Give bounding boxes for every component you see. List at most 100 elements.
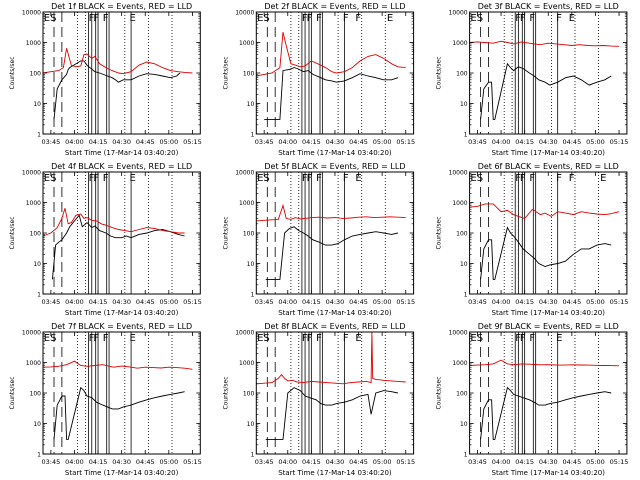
annotation-label: E (355, 333, 361, 344)
annotation-label: F (520, 173, 526, 184)
chart-panel-7: Det 7f BLACK = Events, RED = LLD Counts/s… (9, 322, 202, 477)
annotation-label: F (343, 333, 349, 344)
y-axis-label: Counts/sec (222, 56, 229, 89)
y-tick-label: 1 (37, 292, 41, 299)
series-line-lld (42, 208, 185, 237)
x-axis-label: Start Time (17-Mar-14 03:40:20) (278, 309, 392, 317)
y-tick-label: 1 (37, 452, 41, 459)
x-tick-label: 04:45 (562, 458, 581, 466)
x-tick-label: 04:45 (562, 298, 581, 306)
x-tick-label: 04:15 (302, 298, 321, 306)
x-tick-label: 05:00 (586, 458, 605, 466)
series-line-lld (42, 360, 193, 370)
x-tick-label: 05:00 (373, 298, 392, 306)
x-tick-label: 04:30 (112, 298, 131, 306)
plot-frame (255, 11, 415, 135)
x-tick-label: 04:15 (515, 138, 534, 146)
annotation-label: E (387, 13, 393, 24)
annotation-label: F (556, 13, 562, 24)
annotation-label: E (569, 13, 575, 24)
annotation-label: F (93, 173, 99, 184)
x-tick-label: 04:15 (89, 298, 108, 306)
annotation-label: ES (44, 173, 57, 184)
x-tick-label: 04:00 (278, 458, 297, 466)
annotation-label: F (89, 333, 95, 344)
y-tick-label: 1 (464, 452, 468, 459)
x-tick-label: 04:30 (539, 138, 558, 146)
series-line-events (265, 387, 398, 440)
chart-panel-3: Det 3f BLACK = Events, RED = LLD Counts/s… (436, 2, 629, 157)
series-line-events (265, 226, 398, 280)
plot-frame (42, 171, 201, 295)
x-axis-label: Start Time (17-Mar-14 03:40:20) (492, 469, 606, 477)
chart-panel-4: Det 4f BLACK = Events, RED = LLD Counts/s… (9, 162, 202, 317)
x-tick-label: 05:15 (610, 138, 629, 146)
y-tick-label: 10 (247, 421, 255, 428)
annotation-label: F (520, 13, 526, 24)
chart-title: Det 6f BLACK = Events, RED = LLD (478, 162, 619, 171)
annotation-label: E (600, 173, 606, 184)
series-line-events (53, 60, 181, 120)
y-tick-label: 10 (460, 261, 468, 268)
y-tick-label: 100 (243, 231, 255, 238)
y-tick-label: 1 (37, 132, 41, 139)
y-tick-label: 1 (464, 132, 468, 139)
x-tick-label: 04:45 (136, 298, 155, 306)
y-tick-label: 10 (247, 261, 255, 268)
annotation-label: F (93, 333, 99, 344)
annotation-label: F (343, 13, 349, 24)
x-tick-label: 03:45 (255, 138, 274, 146)
x-tick-label: 04:15 (515, 298, 534, 306)
y-axis-label: Counts/sec (222, 376, 229, 409)
y-tick-label: 100 (243, 71, 255, 78)
y-tick-label: 1000 (26, 40, 41, 47)
chart-panel-9: Det 9f BLACK = Events, RED = LLD Counts/s… (436, 322, 629, 477)
y-tick-label: 10000 (235, 330, 254, 337)
annotation-label: F (343, 173, 349, 184)
y-axis-label: Counts/sec (436, 216, 443, 249)
y-tick-label: 1000 (26, 360, 41, 367)
x-tick-label: 05:15 (396, 458, 415, 466)
series-line-lld (469, 40, 620, 47)
series-line-events (264, 67, 399, 120)
annotation-label: E (130, 13, 136, 24)
x-tick-label: 05:15 (610, 298, 629, 306)
series-line-lld (256, 203, 406, 222)
annotation-label: ES (257, 13, 270, 24)
x-tick-label: 04:45 (349, 298, 368, 306)
chart-panel-1: Det 1f BLACK = Events, RED = LLD Counts/s… (9, 2, 202, 157)
annotation-label: F (515, 333, 521, 344)
chart-title: Det 9f BLACK = Events, RED = LLD (478, 322, 619, 331)
series-line-lld (469, 203, 620, 219)
x-tick-label: 04:15 (89, 138, 108, 146)
y-tick-label: 1 (250, 132, 254, 139)
x-axis-label: Start Time (17-Mar-14 03:40:20) (65, 149, 179, 157)
annotation-label: ES (44, 13, 57, 24)
y-tick-label: 1000 (239, 360, 254, 367)
chart-title: Det 8f BLACK = Events, RED = LLD (264, 322, 405, 331)
plot-frame (255, 331, 415, 455)
annotation-label: F (529, 333, 535, 344)
series-line-events (51, 214, 185, 280)
plot-frame (469, 331, 628, 455)
annotation-label: F (307, 333, 313, 344)
chart-title: Det 5f BLACK = Events, RED = LLD (264, 162, 405, 171)
x-tick-label: 03:45 (255, 298, 274, 306)
y-tick-label: 10000 (22, 10, 41, 17)
annotation-label: ES (44, 333, 57, 344)
annotation-label: F (307, 13, 313, 24)
x-tick-label: 04:15 (89, 458, 108, 466)
annotation-label: F (515, 173, 521, 184)
y-tick-label: 1000 (26, 200, 41, 207)
x-tick-label: 04:30 (539, 458, 558, 466)
y-axis-label: Counts/sec (9, 56, 16, 89)
y-axis-label: Counts/sec (222, 216, 229, 249)
annotation-label: ES (470, 173, 483, 184)
x-tick-label: 04:00 (492, 298, 511, 306)
x-tick-label: 03:45 (468, 458, 487, 466)
x-tick-label: 04:30 (326, 298, 345, 306)
x-tick-label: 05:15 (183, 138, 202, 146)
annotation-label: F (515, 13, 521, 24)
annotation-label: F (302, 13, 308, 24)
